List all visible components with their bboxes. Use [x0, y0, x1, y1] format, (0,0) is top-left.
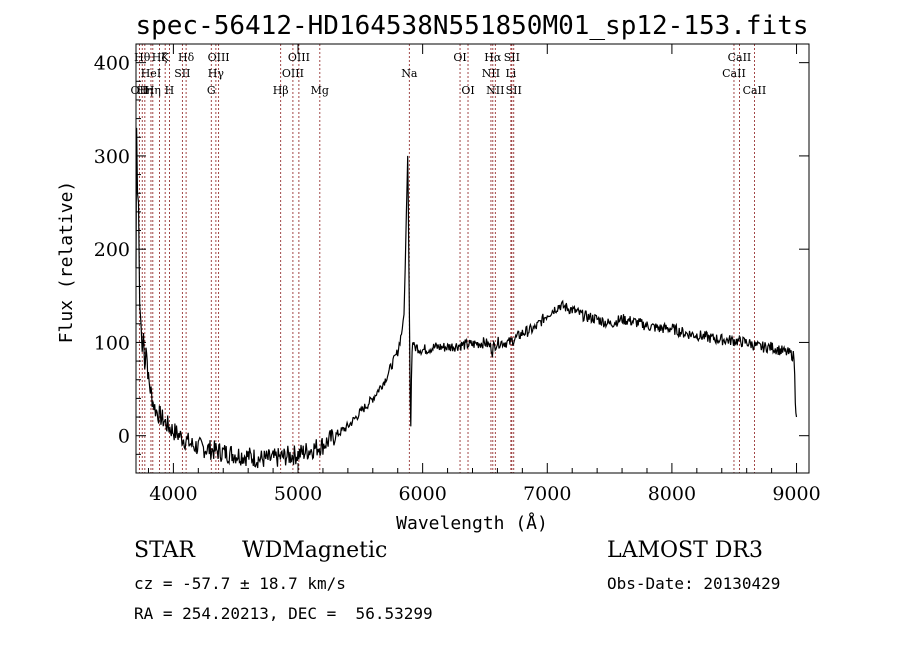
object-class: STAR — [134, 538, 195, 563]
x-axis-ticks: 4000 5000 6000 7000 8000 9000 — [147, 44, 821, 505]
y-tick-label-3: 300 — [94, 146, 130, 168]
line-label-17: Na — [401, 67, 418, 80]
line-label-16: Mg — [311, 84, 329, 97]
spectral-line-labels: OII Hθ Hη HeI Hη HζK H SII Hδ G Hγ OIII Hβ OIII OIII Mg… — [131, 51, 767, 97]
redshift-cz: cz = -57.7 ± 18.7 km/s — [134, 574, 346, 593]
line-label-24: SII — [504, 51, 520, 64]
line-label-27: CaII — [728, 51, 752, 64]
line-label-5: Hζ — [152, 51, 168, 64]
x-axis-label: Wavelength (Å) — [396, 512, 548, 534]
x-tick-label-0: 4000 — [149, 483, 197, 505]
x-tick-label-1: 5000 — [274, 483, 322, 505]
line-label-15: OIII — [288, 51, 310, 64]
coordinates-ra-dec: RA = 254.20213, DEC = 56.53299 — [134, 604, 433, 623]
line-label-4: Hη — [145, 84, 161, 97]
line-label-26: CaII — [722, 67, 746, 80]
plot-frame — [135, 43, 810, 474]
y-tick-label-2: 200 — [94, 239, 130, 261]
line-label-13: Hβ — [273, 84, 289, 97]
line-label-9: Hδ — [178, 51, 195, 64]
line-label-7: H — [165, 84, 175, 97]
chart-title: spec-56412-HD164538N551850M01_sp12-153.f… — [135, 11, 808, 41]
observation-date: Obs-Date: 20130429 — [607, 574, 781, 593]
line-label-28: CaII — [743, 84, 767, 97]
x-tick-label-2: 6000 — [398, 483, 446, 505]
line-label-10: G — [207, 84, 216, 97]
line-label-20: NII — [482, 67, 500, 80]
line-label-2: Hη — [137, 84, 153, 97]
y-tick-label-1: 100 — [94, 332, 130, 354]
line-label-1: Hθ — [134, 51, 151, 64]
line-label-8: SII — [174, 67, 190, 80]
x-tick-label-5: 9000 — [772, 483, 820, 505]
x-tick-label-4: 8000 — [648, 483, 696, 505]
y-tick-label-4: 400 — [94, 53, 130, 75]
line-label-23: Li — [505, 67, 516, 80]
x-tick-label-3: 7000 — [523, 483, 571, 505]
line-label-22: NII — [486, 84, 504, 97]
line-label-11: Hγ — [208, 67, 225, 80]
object-subclass: WDMagnetic — [242, 538, 388, 563]
line-label-19: OI — [461, 84, 474, 97]
line-label-6: K — [161, 51, 170, 64]
spectral-line-markers — [138, 44, 755, 473]
line-label-0: OII — [131, 84, 149, 97]
line-label-12: OIII — [208, 51, 230, 64]
flux-series-line — [135, 127, 798, 469]
line-label-14: OIII — [282, 67, 304, 80]
y-tick-label-0: 0 — [118, 426, 130, 448]
survey-name: LAMOST DR3 — [607, 538, 763, 563]
line-label-21: Hα — [484, 51, 502, 64]
y-axis-ticks: 0 100 200 300 400 — [94, 43, 809, 455]
y-axis-label: Flux (relative) — [56, 181, 77, 344]
line-label-25: SII — [506, 84, 522, 97]
line-label-3: HeI — [141, 67, 161, 80]
line-label-18: OI — [453, 51, 466, 64]
